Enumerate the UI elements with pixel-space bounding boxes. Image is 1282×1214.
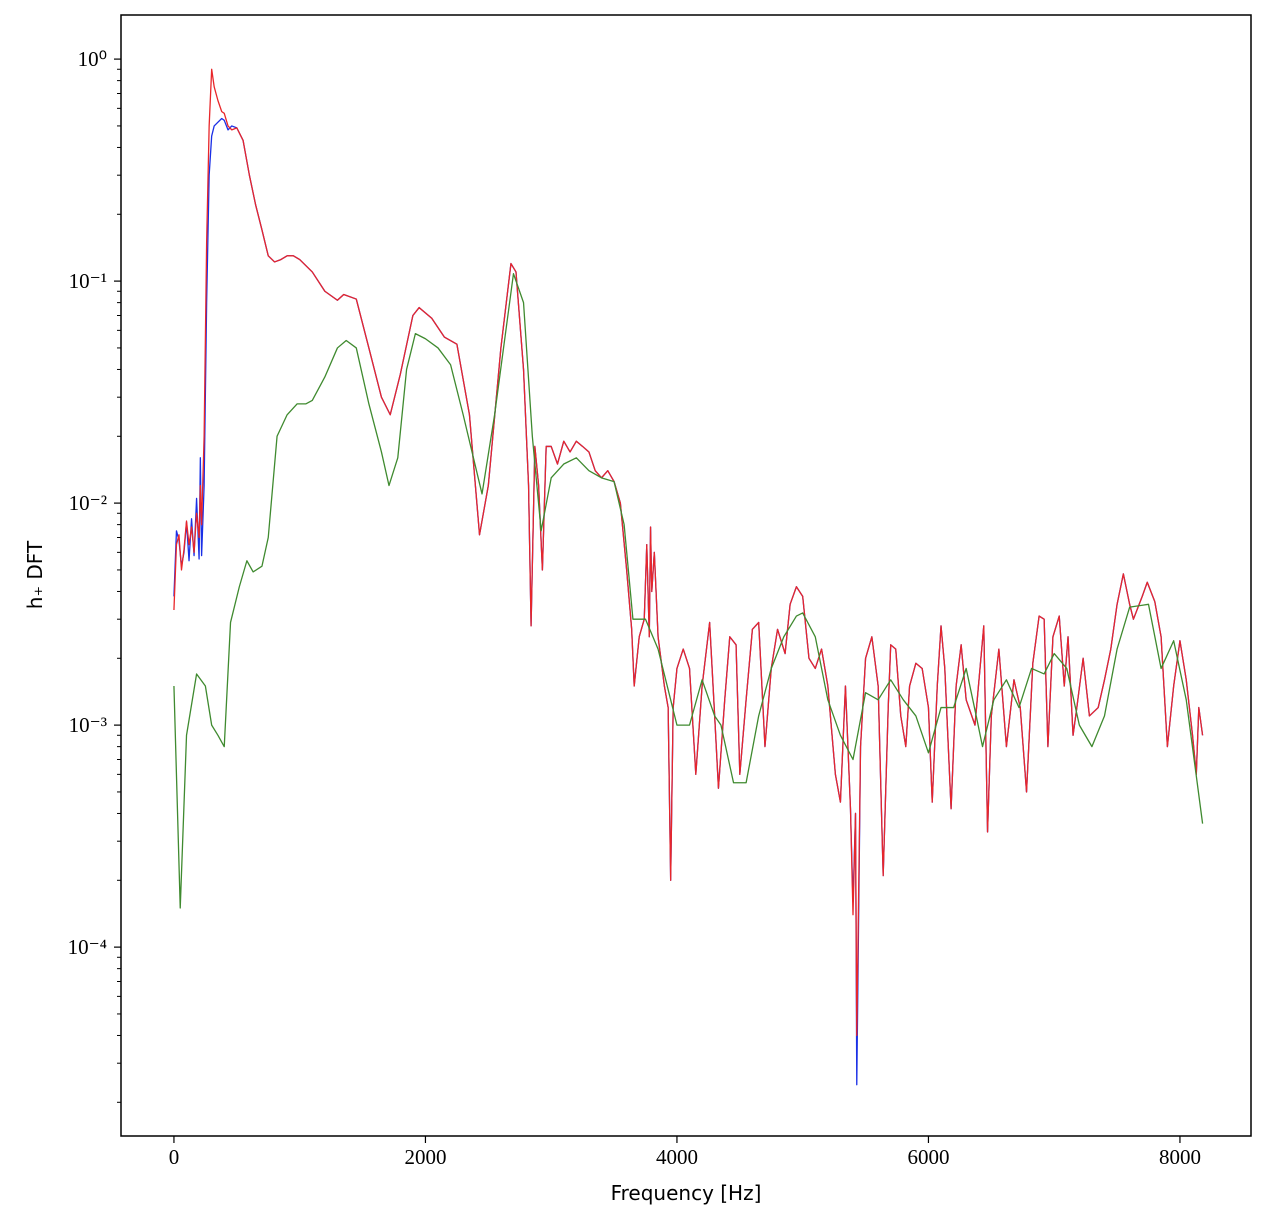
x-tick-label: 6000 [907, 1145, 949, 1169]
x-tick-label: 8000 [1159, 1145, 1201, 1169]
x-axis-label: Frequency [Hz] [611, 1181, 762, 1205]
series-line [173, 68, 1204, 1037]
y-axis-label: h₊ DFT [23, 540, 47, 609]
plot-frame [120, 14, 1252, 1137]
series-line [173, 117, 1204, 1086]
y-tick-label: 10⁻¹ [69, 269, 107, 293]
x-tick-label: 0 [169, 1145, 180, 1169]
y-tick-label: 10⁻⁴ [68, 935, 107, 959]
y-tick-label: 10⁻³ [69, 713, 107, 737]
y-tick-label: 10⁻² [69, 491, 107, 515]
x-tick-label: 2000 [404, 1145, 446, 1169]
x-tick-label: 4000 [656, 1145, 698, 1169]
series-line [173, 273, 1204, 909]
y-tick-label: 10⁰ [78, 47, 107, 71]
